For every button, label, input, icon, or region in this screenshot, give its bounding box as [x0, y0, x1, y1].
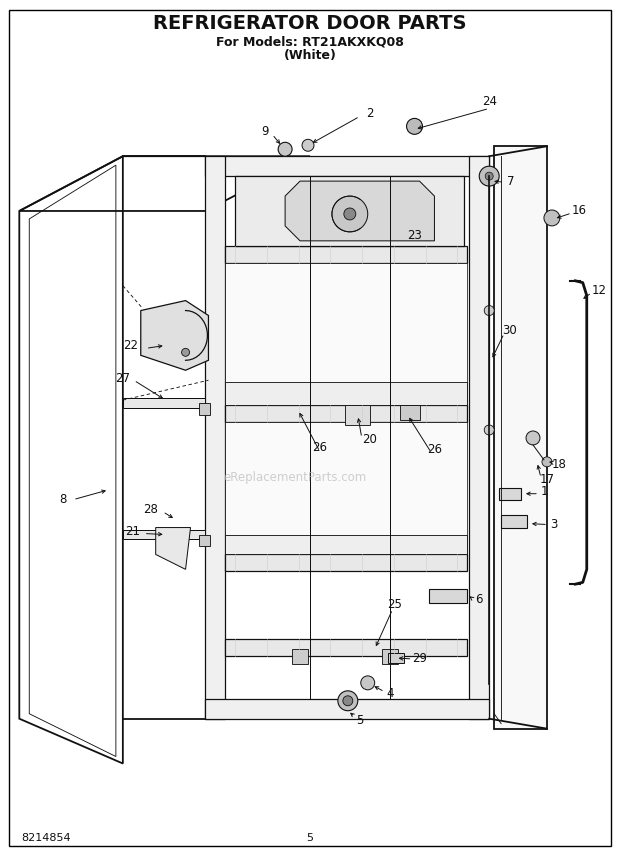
Polygon shape	[205, 698, 489, 719]
Text: 4: 4	[386, 687, 394, 700]
Text: 26: 26	[427, 443, 442, 456]
Circle shape	[361, 676, 374, 690]
FancyBboxPatch shape	[430, 589, 467, 603]
Polygon shape	[226, 246, 467, 263]
Text: 12: 12	[591, 284, 606, 297]
Circle shape	[182, 348, 190, 356]
Polygon shape	[345, 405, 370, 425]
Text: eReplacementParts.com: eReplacementParts.com	[223, 472, 366, 484]
Circle shape	[278, 142, 292, 157]
Polygon shape	[205, 157, 489, 176]
Polygon shape	[123, 530, 205, 539]
Polygon shape	[141, 300, 208, 371]
Text: 6: 6	[476, 592, 483, 606]
Polygon shape	[226, 405, 467, 422]
Circle shape	[542, 457, 552, 467]
Circle shape	[344, 208, 356, 220]
Text: 8214854: 8214854	[21, 833, 71, 843]
Text: 29: 29	[412, 652, 427, 665]
Text: 21: 21	[125, 525, 140, 538]
Polygon shape	[226, 263, 467, 405]
Text: 30: 30	[502, 324, 516, 337]
Text: 1: 1	[540, 485, 547, 498]
Text: 18: 18	[551, 458, 566, 472]
Text: 3: 3	[550, 518, 557, 531]
Text: REFRIGERATOR DOOR PARTS: REFRIGERATOR DOOR PARTS	[153, 15, 467, 33]
Text: 9: 9	[262, 125, 269, 138]
Text: 8: 8	[60, 493, 67, 506]
Circle shape	[343, 696, 353, 705]
Circle shape	[407, 118, 422, 134]
Text: 23: 23	[407, 229, 422, 242]
Text: 22: 22	[123, 339, 138, 352]
Text: 20: 20	[362, 433, 377, 447]
FancyBboxPatch shape	[388, 653, 404, 663]
Polygon shape	[469, 157, 489, 719]
FancyBboxPatch shape	[501, 514, 527, 527]
Polygon shape	[226, 555, 467, 571]
Polygon shape	[123, 398, 205, 408]
Circle shape	[484, 306, 494, 316]
FancyBboxPatch shape	[499, 488, 521, 500]
Polygon shape	[226, 534, 467, 555]
Polygon shape	[285, 181, 435, 241]
Text: 27: 27	[115, 372, 130, 384]
Polygon shape	[205, 157, 226, 719]
Text: 2: 2	[366, 107, 373, 120]
Polygon shape	[400, 405, 420, 420]
Polygon shape	[382, 649, 397, 664]
Circle shape	[338, 691, 358, 710]
Circle shape	[544, 210, 560, 226]
Text: 28: 28	[143, 503, 158, 516]
Text: 25: 25	[387, 597, 402, 610]
Text: 17: 17	[539, 473, 554, 486]
Text: 7: 7	[507, 175, 515, 187]
Polygon shape	[198, 534, 210, 546]
Polygon shape	[156, 527, 190, 569]
Circle shape	[479, 166, 499, 186]
Circle shape	[485, 172, 493, 180]
Text: 26: 26	[312, 442, 327, 455]
Text: (White): (White)	[283, 49, 337, 62]
Text: For Models: RT21AKXKQ08: For Models: RT21AKXKQ08	[216, 35, 404, 48]
Circle shape	[526, 431, 540, 445]
Polygon shape	[292, 649, 308, 664]
Circle shape	[484, 425, 494, 435]
Text: 5: 5	[356, 714, 363, 728]
Text: 16: 16	[571, 205, 587, 217]
Polygon shape	[226, 383, 467, 405]
Text: 24: 24	[482, 95, 497, 108]
Polygon shape	[494, 146, 547, 728]
Polygon shape	[226, 422, 467, 555]
Circle shape	[332, 196, 368, 232]
Polygon shape	[236, 176, 464, 246]
Polygon shape	[198, 403, 210, 415]
Polygon shape	[226, 639, 467, 656]
Text: 5: 5	[306, 833, 314, 843]
Circle shape	[302, 140, 314, 152]
